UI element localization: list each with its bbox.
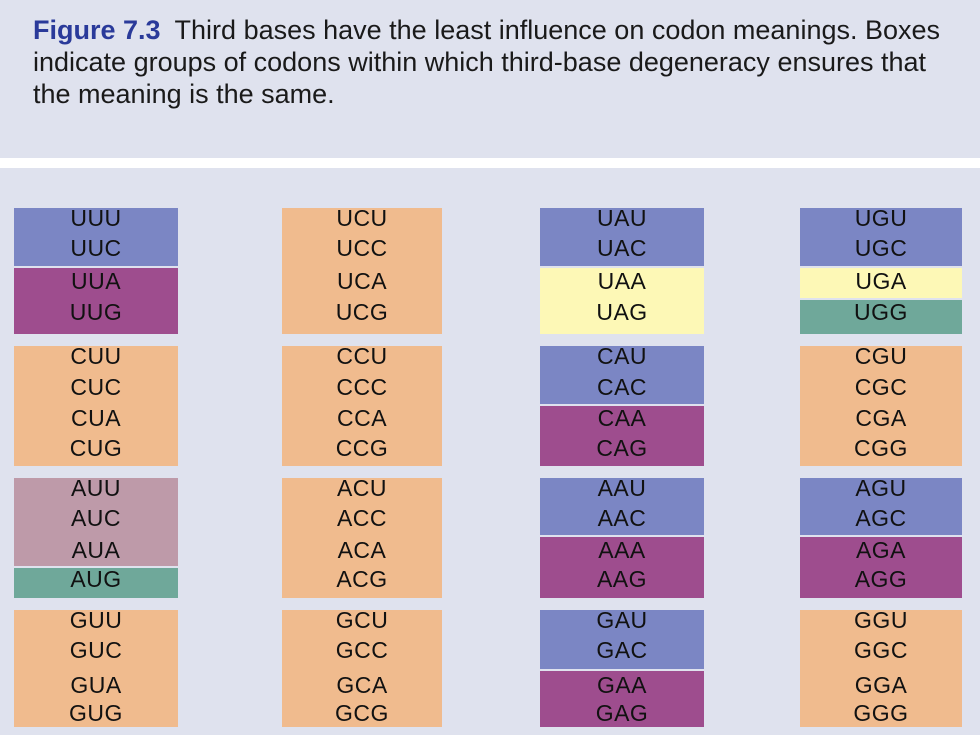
codon-label: CCU xyxy=(336,343,388,369)
codon-label: ACA xyxy=(337,537,387,563)
codon-label: GAG xyxy=(595,700,649,726)
codon-label: GUA xyxy=(70,672,122,698)
codon-group-box: UAA UAG xyxy=(540,268,704,334)
codon-label: CGC xyxy=(854,374,908,400)
codon-label: CGG xyxy=(854,435,908,461)
codon-group-box: UGU UGC xyxy=(800,205,962,266)
codon-label: GGC xyxy=(854,637,908,663)
codon-label: UCG xyxy=(335,299,389,325)
codon-label: UAA xyxy=(597,268,647,294)
codon-label: UCU xyxy=(336,205,388,231)
codon-group-box: AAU AAC xyxy=(540,475,704,535)
codon-group-box: CGU CGC CGA CGG xyxy=(800,343,962,466)
codon-label: AAG xyxy=(596,566,648,592)
codon-group-box: CAU CAC xyxy=(540,343,704,404)
codon-label: UUG xyxy=(69,299,123,325)
codon-group-box: UUA UUG xyxy=(14,268,178,334)
codon-group-box: UGA xyxy=(800,268,962,298)
codon-label: UAC xyxy=(596,235,648,261)
codon-group-box: ACU ACC ACA ACG xyxy=(282,475,442,598)
codon-group-box: UAU UAC xyxy=(540,205,704,266)
codon-label: UUA xyxy=(70,268,122,294)
codon-label: GUC xyxy=(69,637,123,663)
codon-label: GAA xyxy=(596,672,648,698)
codon-group-box: CCU CCC CCA CCG xyxy=(282,343,442,466)
codon-label: GAU xyxy=(596,607,648,633)
codon-label: CUG xyxy=(69,435,123,461)
codon-label: CUC xyxy=(70,374,122,400)
codon-label: ACU xyxy=(336,475,388,501)
codon-label: AGC xyxy=(855,505,907,531)
codon-label: UGG xyxy=(854,299,908,325)
codon-label: UCC xyxy=(336,235,388,261)
codon-label: GGG xyxy=(853,700,909,726)
codon-label: GUG xyxy=(69,700,123,726)
codon-label: GGU xyxy=(854,607,908,633)
codon-group-box: GAU GAC xyxy=(540,607,704,669)
codon-label: GCC xyxy=(335,637,389,663)
codon-label: CCG xyxy=(335,435,389,461)
codon-table: UUU UUC UUA UUG CUU CUC CUA CUG AUU AUC AUA AUG GUU G… xyxy=(0,168,980,735)
codon-group-box: UGG xyxy=(800,300,962,334)
codon-label: GCA xyxy=(336,672,388,698)
codon-group-box: UCU UCC UCA UCG xyxy=(282,205,442,334)
codon-label: AUC xyxy=(70,505,122,531)
codon-group-box: GGU GGC GGA GGG xyxy=(800,607,962,727)
codon-group-box: CAA CAG xyxy=(540,406,704,466)
codon-label: CAC xyxy=(596,374,648,400)
codon-label: CCC xyxy=(336,374,388,400)
codon-label: GUU xyxy=(69,607,123,633)
codon-label: UAG xyxy=(596,299,648,325)
codon-label: UUU xyxy=(70,205,122,231)
codon-group-box: UUU UUC xyxy=(14,205,178,266)
codon-group-box: AUG xyxy=(14,566,178,598)
codon-label: UCA xyxy=(336,268,388,294)
codon-label: AGU xyxy=(855,475,907,501)
codon-label: CGA xyxy=(855,405,907,431)
codon-label: CUU xyxy=(70,343,122,369)
codon-group-box: CUU CUC CUA CUG xyxy=(14,343,178,466)
codon-label: UAU xyxy=(596,205,648,231)
codon-label: AGG xyxy=(854,566,908,592)
codon-group-box: AGA AGG xyxy=(800,537,962,598)
codon-group-box: GUU GUC GUA GUG xyxy=(14,607,178,727)
codon-label: AUA xyxy=(71,537,121,563)
codon-label: CGU xyxy=(854,343,908,369)
codon-label: UGC xyxy=(854,235,908,261)
codon-label: AAC xyxy=(597,505,647,531)
codon-label: GCU xyxy=(335,607,389,633)
codon-label: AAU xyxy=(597,475,647,501)
codon-group-box: GAA GAG xyxy=(540,671,704,727)
codon-label: AAA xyxy=(598,537,646,563)
codon-label: UUC xyxy=(70,235,122,261)
codon-label: AUG xyxy=(70,566,122,592)
codon-label: GGA xyxy=(854,672,908,698)
figure-label: Figure 7.3 xyxy=(33,15,161,45)
codon-label: CAA xyxy=(597,405,647,431)
codon-group-box: AUU AUC AUA xyxy=(14,475,178,566)
codon-group-box: GCU GCC GCA GCG xyxy=(282,607,442,727)
codon-label: AUU xyxy=(70,475,122,501)
codon-label: GAC xyxy=(596,637,648,663)
codon-label: ACC xyxy=(336,505,388,531)
codon-label: CAU xyxy=(596,343,648,369)
caption-panel: Figure 7.3 Third bases have the least inf… xyxy=(0,0,980,158)
codon-label: AGA xyxy=(855,537,907,563)
codon-label: GCG xyxy=(335,700,389,726)
codon-label: CAG xyxy=(596,435,648,461)
caption-text: Third bases have the least influence on … xyxy=(33,15,941,109)
codon-group-box: AAA AAG xyxy=(540,537,704,598)
codon-label: CCA xyxy=(336,405,388,431)
codon-label: CUA xyxy=(70,405,122,431)
codon-group-box: AGU AGC xyxy=(800,475,962,535)
codon-label: UGA xyxy=(855,268,907,294)
figure-caption: Figure 7.3 Third bases have the least inf… xyxy=(33,14,953,110)
codon-label: UGU xyxy=(854,205,908,231)
codon-label: ACG xyxy=(336,566,388,592)
